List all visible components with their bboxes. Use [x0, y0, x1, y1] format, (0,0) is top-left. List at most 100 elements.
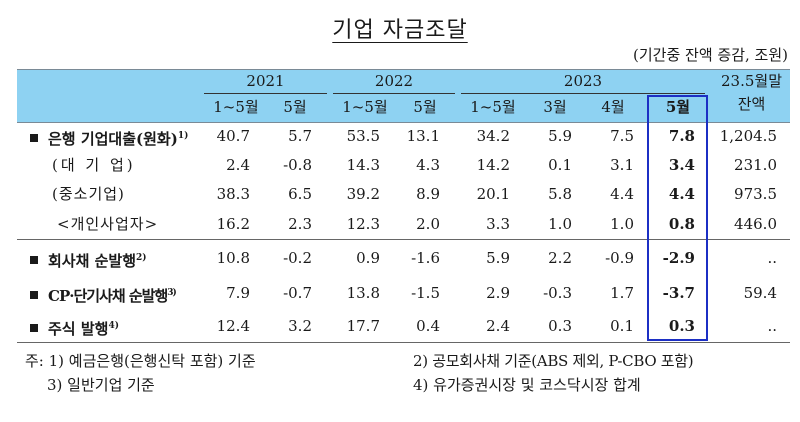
table-cell: -3.7 — [662, 284, 695, 302]
table-cell: 1.0 — [610, 215, 634, 233]
col-2023-mar: 3월 — [543, 98, 567, 116]
table-cell: 3.2 — [288, 317, 312, 335]
col-2021-may: 5월 — [283, 98, 307, 116]
col-balance-line2: 잔액 — [737, 95, 766, 113]
table-cell: 7.8 — [668, 127, 695, 145]
col-balance: 23.5월말 잔액 — [713, 70, 790, 116]
table-cell: 2.2 — [548, 249, 572, 267]
table-cell: 4.4 — [668, 185, 695, 203]
table-cell-balance: .. — [767, 317, 777, 335]
table-cell-balance: 1,204.5 — [719, 127, 777, 145]
bullet-square-icon — [30, 291, 38, 299]
table-cell: 7.9 — [226, 284, 250, 302]
table-cell: 6.5 — [288, 185, 312, 203]
table-cell: 53.5 — [346, 127, 380, 145]
table-cell: 12.4 — [216, 317, 250, 335]
table-cell: -2.9 — [662, 249, 695, 267]
year-2023-underline — [461, 93, 705, 94]
table-cell: 12.3 — [346, 215, 380, 233]
col-2022-may: 5월 — [413, 98, 437, 116]
table-cell: -0.9 — [605, 249, 634, 267]
table-cell: 8.9 — [416, 185, 440, 203]
table-cell: 0.3 — [668, 317, 695, 335]
row-label-stock-issuance: 주식 발행4) — [30, 314, 119, 338]
row-label-self-employed: <개인사업자> — [57, 215, 159, 233]
table-cell: 3.4 — [668, 156, 695, 174]
table-cell: 10.8 — [216, 249, 250, 267]
table-cell: 4.3 — [416, 156, 440, 174]
table-cell: 0.8 — [668, 215, 695, 233]
col-2023-may: 5월 — [665, 98, 691, 116]
table-cell: 0.1 — [610, 317, 634, 335]
year-2021: 2021 — [246, 72, 285, 90]
table-cell: 14.3 — [346, 156, 380, 174]
table-cell: 13.8 — [346, 284, 380, 302]
col-2022-jan-may: 1~5월 — [342, 98, 388, 116]
table-bottom-rule — [17, 342, 790, 343]
table-cell-balance: 59.4 — [743, 284, 777, 302]
table-cell: 0.4 — [416, 317, 440, 335]
bullet-square-icon — [30, 134, 38, 142]
year-2021-underline — [204, 93, 327, 94]
table-cell: 2.4 — [486, 317, 510, 335]
table-cell: 5.8 — [548, 185, 572, 203]
table-cell: 16.2 — [216, 215, 250, 233]
bullet-square-icon — [30, 256, 38, 264]
table-cell: 3.1 — [610, 156, 634, 174]
table-cell: 34.2 — [476, 127, 510, 145]
unit-note: (기간중 잔액 증감, 조원) — [633, 46, 788, 64]
table-cell: 20.1 — [476, 185, 510, 203]
table-cell: 3.3 — [486, 215, 510, 233]
section-separator — [17, 239, 790, 240]
table-cell: 7.5 — [610, 127, 634, 145]
table-cell: 1.0 — [548, 215, 572, 233]
col-2023-jan-may: 1~5월 — [470, 98, 516, 116]
col-balance-line1: 23.5월말 — [721, 72, 782, 90]
table-cell: 2.4 — [226, 156, 250, 174]
table-cell: 40.7 — [216, 127, 250, 145]
footnote-4: 4) 유가증권시장 및 코스닥시장 합계 — [413, 376, 641, 394]
table-cell: 2.3 — [288, 215, 312, 233]
footnote-2: 2) 공모회사채 기준(ABS 제외, P-CBO 포함) — [413, 352, 694, 370]
table-cell: 14.2 — [476, 156, 510, 174]
table-cell: 2.9 — [486, 284, 510, 302]
table-cell: 0.9 — [356, 249, 380, 267]
table-cell: -0.3 — [543, 284, 572, 302]
row-label-large-firms: (대 기 업) — [52, 156, 136, 174]
table-cell: 0.3 — [548, 317, 572, 335]
table-cell: -1.6 — [411, 249, 440, 267]
row-label-corp-bonds: 회사채 순발행2) — [30, 246, 147, 270]
table-cell: 0.1 — [548, 156, 572, 174]
table-cell: 17.7 — [346, 317, 380, 335]
table-cell: 5.7 — [288, 127, 312, 145]
table-cell: -0.2 — [283, 249, 312, 267]
table-cell: 2.0 — [416, 215, 440, 233]
row-label-bank-loans: 은행 기업대출(원화)1) — [30, 124, 188, 148]
table-cell: 38.3 — [216, 185, 250, 203]
table-cell: -0.8 — [283, 156, 312, 174]
table-cell-balance: 231.0 — [734, 156, 777, 174]
row-label-cp-short-bonds: CP·단기사채 순발행3) — [30, 281, 177, 305]
table-cell-balance: 973.5 — [734, 185, 777, 203]
table-cell: -1.5 — [411, 284, 440, 302]
table-cell: -0.7 — [283, 284, 312, 302]
table-cell: 5.9 — [548, 127, 572, 145]
table-cell: 39.2 — [346, 185, 380, 203]
bullet-square-icon — [30, 324, 38, 332]
row-label-sme: (중소기업) — [52, 185, 125, 203]
col-2021-jan-may: 1~5월 — [213, 98, 259, 116]
page-title: 기업 자금조달 — [332, 18, 468, 43]
year-2022: 2022 — [374, 72, 414, 90]
highlight-may-2023-box — [647, 95, 708, 341]
table-cell: 4.4 — [610, 185, 634, 203]
table-cell: 13.1 — [406, 127, 440, 145]
footnote-3: 3) 일반기업 기준 — [47, 376, 155, 394]
year-2023: 2023 — [563, 72, 603, 90]
col-2023-apr: 4월 — [601, 98, 625, 116]
table-cell: 5.9 — [486, 249, 510, 267]
year-2022-underline — [333, 93, 455, 94]
table-cell-balance: 446.0 — [734, 215, 777, 233]
footnote-1: 주: 1) 예금은행(은행신탁 포함) 기준 — [25, 352, 256, 370]
table-cell: 1.7 — [610, 284, 634, 302]
table-cell-balance: .. — [767, 249, 777, 267]
